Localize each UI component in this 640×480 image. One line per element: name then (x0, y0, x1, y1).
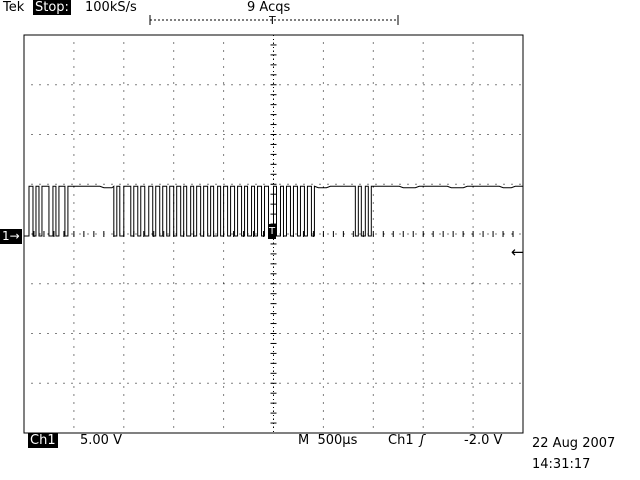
ch1-waveform (24, 185, 523, 237)
trigger-point-marker: T (268, 224, 277, 239)
time-window-bracket (149, 15, 399, 25)
trigger-level-readout: -2.0 V (464, 433, 503, 448)
trigger-position-marker: T (269, 14, 276, 27)
waveform-trace (24, 185, 523, 237)
trigger-source-readout: Ch1 (388, 433, 414, 448)
sample-rate-readout: 100kS/s (85, 0, 137, 15)
channel-label: Ch1 (28, 433, 58, 448)
date-readout: 22 Aug 2007 (532, 436, 616, 451)
timebase-readout: M 500µs (298, 433, 358, 448)
time-readout: 14:31:17 (532, 457, 591, 472)
brand-label: Tek (3, 0, 25, 15)
acquisition-count: 9 Acqs (247, 0, 291, 15)
volts-per-div-readout: 5.00 V (80, 433, 122, 448)
trigger-slope-icon: ʃ (420, 433, 425, 448)
run-state-badge: Stop: (33, 0, 71, 15)
trigger-level-arrow-icon: ← (511, 243, 524, 261)
channel1-ground-marker: 1→ (0, 229, 22, 244)
